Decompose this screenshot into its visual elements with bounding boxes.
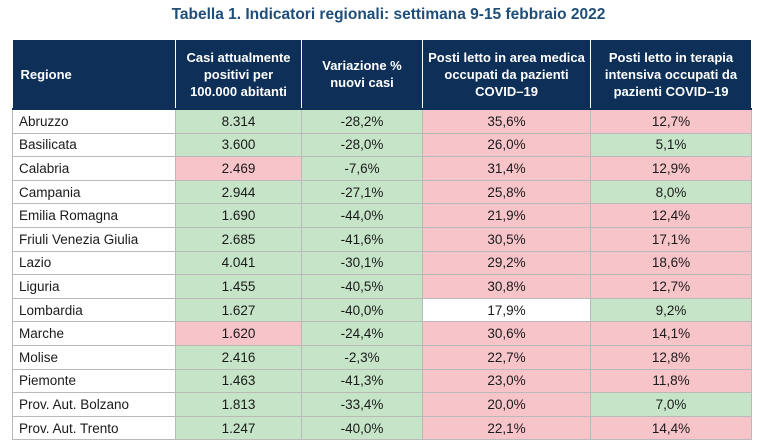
table-row: Friuli Venezia Giulia 2.685 -41,6% 30,5% 17,… [12,226,752,252]
medical-beds-cell: 30,6% [422,321,591,346]
header-row: Regione Casi attualmente positivi per 10… [12,40,752,109]
cases-cell: 2.416 [175,344,302,370]
icu-beds-cell: 7,0% [590,392,752,417]
cases-cell: 1.620 [175,321,302,346]
variation-cell: -41,3% [301,368,423,394]
header-medical-beds: Posti letto in area medica occupati da p… [422,40,591,109]
cases-cell: 8.314 [175,107,302,134]
cases-cell: 1.463 [175,368,302,394]
table-row: Lombardia 1.627 -40,0% 17,9% 9,2% [12,297,752,323]
region-cell: Lazio [12,250,176,276]
icu-beds-cell: 12,4% [590,203,752,228]
cases-cell: 2.944 [175,179,302,205]
table-row: Calabria 2.469 -7,6% 31,4% 12,9% [12,156,752,181]
icu-beds-cell: 12,7% [590,107,752,134]
medical-beds-cell: 26,0% [422,132,591,158]
medical-beds-cell: 21,9% [422,203,591,228]
icu-beds-cell: 14,1% [590,321,752,346]
icu-beds-cell: 11,8% [590,368,752,394]
cases-cell: 3.600 [175,132,302,158]
region-cell: Calabria [12,156,176,181]
cases-cell: 1.455 [175,274,302,299]
regional-indicators-table: Regione Casi attualmente positivi per 10… [12,40,752,440]
region-cell: Marche [12,321,176,346]
cases-cell: 2.685 [175,226,302,252]
cases-cell: 1.247 [175,415,302,440]
table-row: Campania 2.944 -27,1% 25,8% 8,0% [12,179,752,205]
variation-cell: -40,0% [301,415,423,440]
medical-beds-cell: 35,6% [422,107,591,134]
header-new-cases-change: Variazione % nuovi casi [301,40,423,109]
icu-beds-cell: 12,8% [590,344,752,370]
region-cell: Friuli Venezia Giulia [12,226,176,252]
variation-cell: -28,0% [301,132,423,158]
cases-cell: 2.469 [175,156,302,181]
table-row: Marche 1.620 -24,4% 30,6% 14,1% [12,321,752,346]
variation-cell: -33,4% [301,392,423,417]
medical-beds-cell: 22,7% [422,344,591,370]
medical-beds-cell: 30,8% [422,274,591,299]
variation-cell: -7,6% [301,156,423,181]
table-row: Emilia Romagna 1.690 -44,0% 21,9% 12,4% [12,203,752,228]
icu-beds-cell: 8,0% [590,179,752,205]
region-cell: Basilicata [12,132,176,158]
region-cell: Lombardia [12,297,176,323]
table-row: Abruzzo 8.314 -28,2% 35,6% 12,7% [12,107,752,134]
region-cell: Liguria [12,274,176,299]
medical-beds-cell: 23,0% [422,368,591,394]
medical-beds-cell: 22,1% [422,415,591,440]
table-title: Tabella 1. Indicatori regionali: settima… [171,6,606,23]
variation-cell: -24,4% [301,321,423,346]
cases-cell: 1.813 [175,392,302,417]
variation-cell: -40,5% [301,274,423,299]
table-row: Liguria 1.455 -40,5% 30,8% 12,7% [12,274,752,299]
header-icu-beds: Posti letto in terapia intensiva occupat… [590,40,752,109]
variation-cell: -28,2% [301,107,423,134]
region-cell: Prov. Aut. Bolzano [12,392,176,417]
medical-beds-cell: 25,8% [422,179,591,205]
table-row: Molise 2.416 -2,3% 22,7% 12,8% [12,344,752,370]
table-row: Basilicata 3.600 -28,0% 26,0% 5,1% [12,132,752,158]
medical-beds-cell: 20,0% [422,392,591,417]
icu-beds-cell: 14,4% [590,415,752,440]
table-row: Lazio 4.041 -30,1% 29,2% 18,6% [12,250,752,276]
table-body: Abruzzo 8.314 -28,2% 35,6% 12,7% Basilicata 3.… [12,107,752,440]
cases-cell: 1.690 [175,203,302,228]
table-row: Prov. Aut. Bolzano 1.813 -33,4% 20,0% 7,0% [12,392,752,417]
region-cell: Emilia Romagna [12,203,176,228]
header-cases-per-100k: Casi attualmente positivi per 100.000 ab… [175,40,302,109]
table-row: Prov. Aut. Trento 1.247 -40,0% 22,1% 14,4% [12,415,752,440]
icu-beds-cell: 9,2% [590,297,752,323]
cases-cell: 4.041 [175,250,302,276]
table-row: Piemonte 1.463 -41,3% 23,0% 11,8% [12,368,752,394]
region-cell: Campania [12,179,176,205]
region-cell: Abruzzo [12,107,176,134]
header-region: Regione [12,40,176,109]
icu-beds-cell: 5,1% [590,132,752,158]
variation-cell: -41,6% [301,226,423,252]
variation-cell: -27,1% [301,179,423,205]
medical-beds-cell: 30,5% [422,226,591,252]
region-cell: Piemonte [12,368,176,394]
icu-beds-cell: 17,1% [590,226,752,252]
medical-beds-cell: 29,2% [422,250,591,276]
cases-cell: 1.627 [175,297,302,323]
variation-cell: -44,0% [301,203,423,228]
icu-beds-cell: 12,7% [590,274,752,299]
variation-cell: -2,3% [301,344,423,370]
region-cell: Prov. Aut. Trento [12,415,176,440]
icu-beds-cell: 12,9% [590,156,752,181]
icu-beds-cell: 18,6% [590,250,752,276]
variation-cell: -40,0% [301,297,423,323]
region-cell: Molise [12,344,176,370]
variation-cell: -30,1% [301,250,423,276]
medical-beds-cell: 31,4% [422,156,591,181]
medical-beds-cell: 17,9% [422,297,591,323]
